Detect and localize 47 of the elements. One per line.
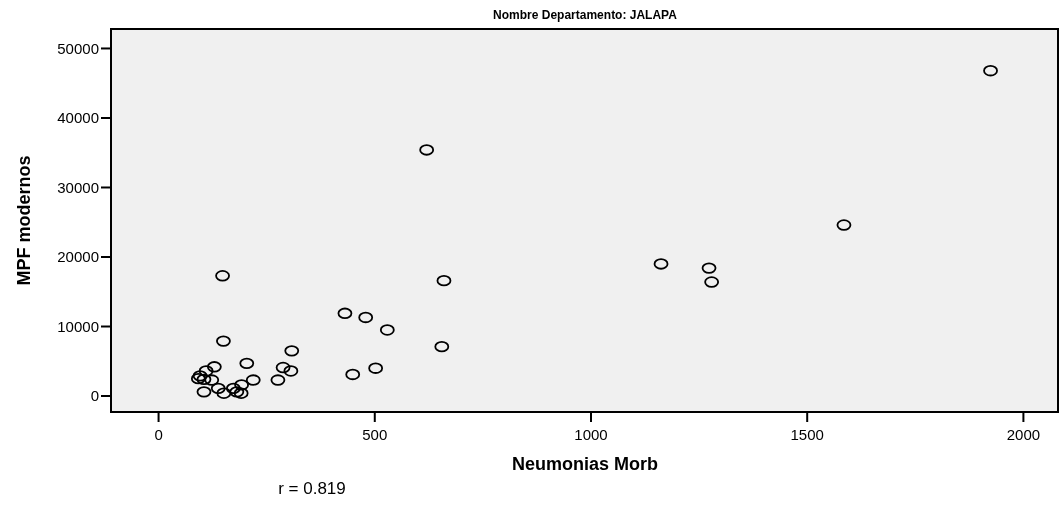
point	[345, 368, 361, 381]
y-tick-label: 50000	[57, 39, 99, 57]
point	[270, 374, 286, 386]
point	[196, 373, 212, 386]
point	[275, 361, 291, 374]
point	[234, 379, 249, 391]
y-tick-label: 0	[90, 387, 99, 405]
point	[337, 307, 353, 319]
point	[225, 382, 241, 395]
chart-title: Nombre Departamento: JALAPA	[493, 8, 678, 22]
x-tick-label: 1000	[574, 426, 608, 443]
point	[283, 365, 299, 377]
point	[379, 324, 395, 336]
y-axis-title: MPF modernos	[14, 155, 34, 286]
x-axis-title: Neumonias Morb	[511, 454, 659, 474]
point	[239, 357, 255, 370]
point	[198, 365, 214, 377]
point	[701, 262, 717, 274]
point	[215, 270, 230, 282]
point	[704, 276, 720, 288]
point	[284, 345, 300, 357]
point	[216, 335, 231, 347]
x-tick-label: 2000	[1006, 426, 1041, 443]
x-tick-label: 1500	[790, 426, 824, 443]
point	[229, 386, 245, 398]
y-tick-label: 10000	[57, 317, 99, 335]
point	[233, 387, 249, 399]
text: r = 0.819	[278, 479, 346, 498]
point	[653, 258, 669, 270]
y-tick-label: 30000	[57, 178, 99, 196]
point	[436, 274, 452, 287]
point	[216, 387, 232, 399]
point	[196, 386, 212, 398]
point	[245, 374, 261, 386]
point	[206, 361, 222, 373]
point	[204, 374, 220, 386]
point	[419, 144, 435, 156]
point	[983, 65, 998, 77]
x-tick-label: 0	[154, 426, 163, 443]
point	[434, 340, 450, 353]
point	[368, 362, 384, 374]
y-tick-label: 40000	[57, 109, 99, 127]
y-tick-label: 20000	[57, 248, 99, 266]
point	[836, 219, 852, 231]
point	[210, 382, 226, 395]
point	[358, 311, 374, 324]
x-tick-label: 500	[362, 426, 388, 443]
